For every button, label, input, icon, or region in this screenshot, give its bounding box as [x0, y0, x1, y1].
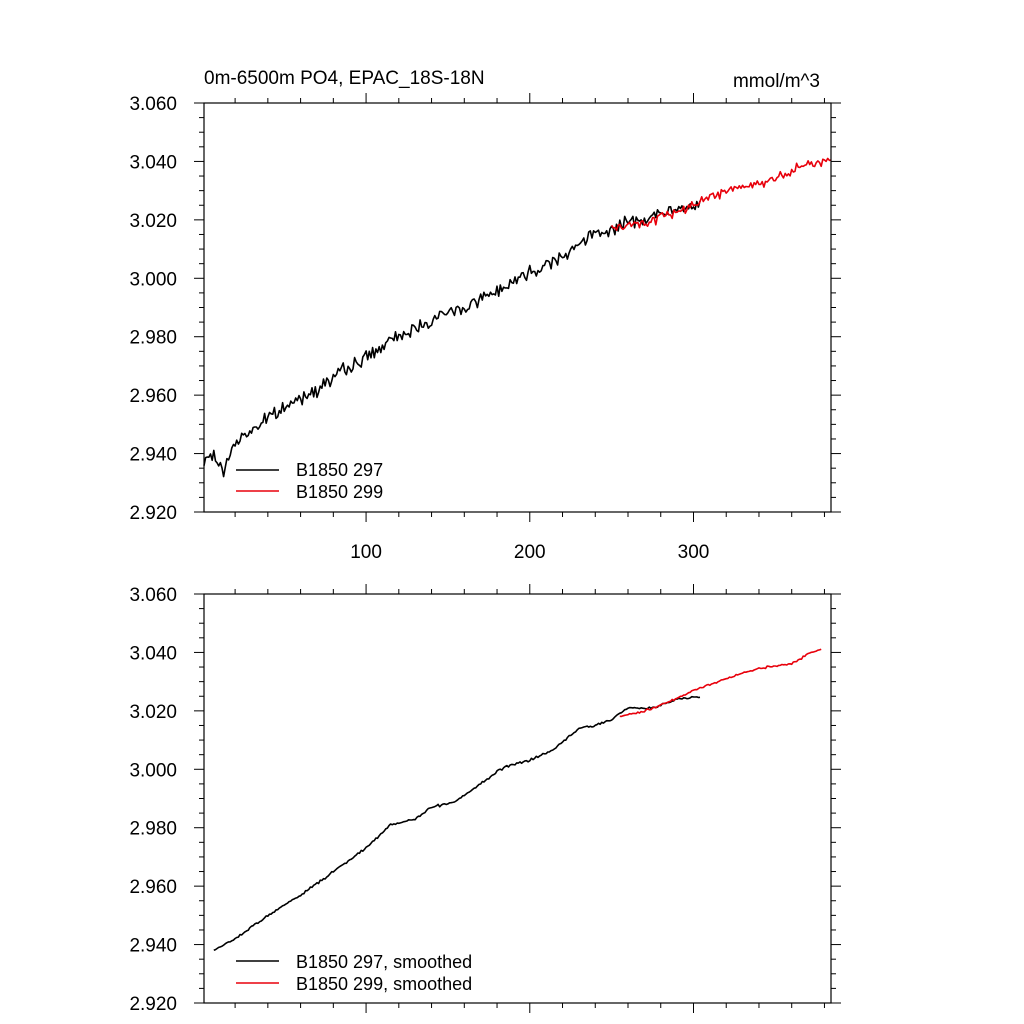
bottom-legend: B1850 297, smoothed B1850 299, smoothed: [236, 952, 472, 994]
y-tick-label: 3.060: [129, 94, 177, 115]
y-tick-label: 2.980: [129, 819, 177, 840]
top-plot-frame: [203, 102, 832, 513]
y-tick-label: 2.960: [129, 877, 177, 898]
y-tick-label: 2.920: [129, 994, 177, 1015]
y-tick-label: 3.040: [129, 643, 177, 664]
top-panel: 0m-6500m PO4, EPAC_18S-18N mmol/m^3 2.92…: [129, 68, 841, 563]
series-line-b1850-297: [203, 200, 701, 478]
bottom-axes: 2.920 2.940 2.960 2.980 3.000 3.020 3.040 3.060: [129, 584, 841, 1015]
top-axes: 2.920 2.940 2.960 2.980 3.000 3.020 3.040 3.060…: [129, 93, 841, 563]
y-tick-label: 3.020: [129, 211, 177, 232]
units-label: mmol/m^3: [733, 71, 820, 92]
x-tick-label: 100: [350, 542, 382, 563]
x-tick-label: 200: [514, 542, 546, 563]
y-tick-label: 2.980: [129, 328, 177, 349]
y-tick-label: 2.920: [129, 503, 177, 524]
y-tick-label: 3.040: [129, 152, 177, 173]
y-tick-label: 2.940: [129, 445, 177, 466]
top-series: [203, 157, 832, 478]
series-line-b1850-297-smoothed: [213, 695, 701, 952]
series-line-b1850-299: [610, 157, 832, 231]
legend-label-b1850-299-smoothed: B1850 299, smoothed: [296, 974, 472, 994]
series-line-b1850-299-smoothed: [619, 648, 822, 718]
chart-title: 0m-6500m PO4, EPAC_18S-18N: [204, 68, 485, 89]
top-legend: B1850 297 B1850 299: [236, 460, 383, 502]
y-tick-label: 2.960: [129, 386, 177, 407]
legend-label-b1850-299: B1850 299: [296, 482, 383, 502]
y-tick-label: 3.000: [129, 760, 177, 781]
bottom-panel: 2.920 2.940 2.960 2.980 3.000 3.020 3.040 3.060…: [129, 584, 841, 1015]
y-tick-label: 2.940: [129, 936, 177, 957]
y-tick-label: 3.060: [129, 585, 177, 606]
bottom-plot-frame: [203, 593, 832, 1004]
legend-label-b1850-297-smoothed: B1850 297, smoothed: [296, 952, 472, 972]
y-tick-label: 3.020: [129, 702, 177, 723]
y-tick-label: 3.000: [129, 269, 177, 290]
x-tick-label: 300: [678, 542, 710, 563]
bottom-series: [213, 648, 822, 952]
legend-label-b1850-297: B1850 297: [296, 460, 383, 480]
